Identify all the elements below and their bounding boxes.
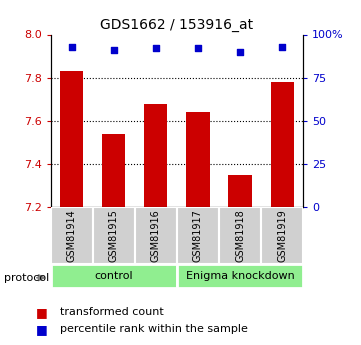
- Text: ■: ■: [36, 323, 48, 336]
- Text: GSM81914: GSM81914: [66, 209, 77, 262]
- Text: GSM81916: GSM81916: [151, 209, 161, 262]
- FancyBboxPatch shape: [93, 207, 135, 264]
- Text: GSM81919: GSM81919: [277, 209, 287, 262]
- Bar: [60, 71, 83, 207]
- Text: control: control: [95, 271, 133, 281]
- Title: GDS1662 / 153916_at: GDS1662 / 153916_at: [100, 18, 253, 32]
- Text: Enigma knockdown: Enigma knockdown: [186, 271, 295, 281]
- Bar: [229, 175, 252, 207]
- Bar: [271, 82, 294, 207]
- Text: protocol: protocol: [4, 273, 49, 283]
- Text: ■: ■: [36, 306, 48, 319]
- Point: [153, 46, 159, 51]
- Bar: [186, 112, 209, 207]
- Text: GSM81918: GSM81918: [235, 209, 245, 262]
- Bar: [102, 134, 125, 207]
- Point: [195, 46, 201, 51]
- FancyBboxPatch shape: [135, 207, 177, 264]
- Point: [279, 44, 285, 49]
- FancyBboxPatch shape: [177, 207, 219, 264]
- Text: GSM81915: GSM81915: [109, 209, 119, 262]
- Point: [237, 49, 243, 55]
- Text: transformed count: transformed count: [60, 307, 163, 317]
- Point: [111, 47, 117, 53]
- FancyBboxPatch shape: [219, 207, 261, 264]
- FancyBboxPatch shape: [51, 264, 177, 288]
- Bar: [144, 104, 168, 207]
- Text: GSM81917: GSM81917: [193, 209, 203, 262]
- FancyBboxPatch shape: [177, 264, 303, 288]
- FancyBboxPatch shape: [51, 207, 93, 264]
- Point: [69, 44, 74, 49]
- Text: percentile rank within the sample: percentile rank within the sample: [60, 325, 247, 334]
- FancyBboxPatch shape: [261, 207, 303, 264]
